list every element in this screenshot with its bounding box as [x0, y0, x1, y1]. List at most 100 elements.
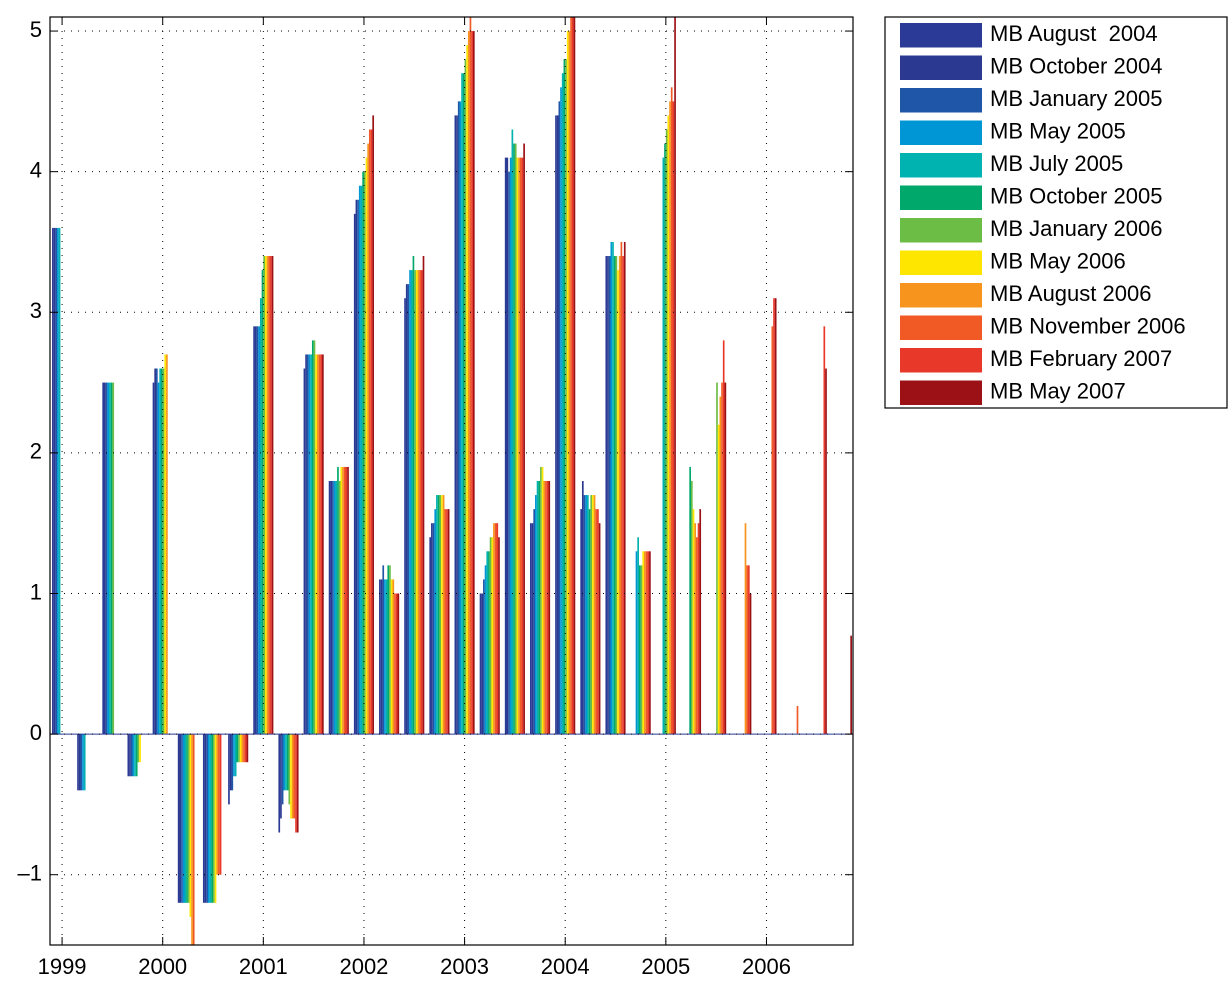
- legend-label: MB October 2004: [990, 54, 1162, 79]
- bar: [774, 298, 777, 735]
- bar: [412, 256, 415, 735]
- bar: [595, 509, 598, 735]
- bar: [80, 734, 83, 791]
- bar: [259, 298, 262, 735]
- bar: [493, 523, 495, 735]
- bar: [389, 565, 391, 735]
- bar: [293, 734, 296, 819]
- bar: [209, 734, 212, 903]
- bar: [179, 734, 182, 903]
- bar: [330, 481, 333, 735]
- bar: [102, 382, 105, 735]
- bar: [316, 354, 319, 735]
- x-tick-label: 2005: [641, 954, 690, 979]
- bar: [489, 537, 492, 735]
- bar: [513, 143, 515, 735]
- bar: [236, 734, 239, 763]
- legend-label: MB January 2006: [990, 216, 1162, 241]
- bar: [219, 734, 222, 875]
- bar: [187, 734, 190, 903]
- bar: [57, 227, 59, 735]
- bar: [558, 101, 561, 735]
- bar: [53, 227, 56, 735]
- bar: [556, 115, 559, 735]
- bar: [159, 368, 162, 735]
- bar: [129, 734, 131, 777]
- bar: [322, 354, 324, 735]
- x-tick-label: 1999: [38, 954, 87, 979]
- bar: [622, 256, 624, 735]
- bar: [749, 593, 752, 735]
- bar: [571, 17, 574, 735]
- bar: [107, 382, 110, 735]
- bar: [506, 157, 509, 735]
- bar: [459, 101, 462, 735]
- bar: [516, 157, 519, 735]
- bar: [191, 734, 193, 945]
- bar: [254, 326, 257, 735]
- legend: MB August 2004 MB October 2004 MB January …: [884, 16, 1228, 409]
- legend-box: [884, 16, 1228, 409]
- bar: [415, 270, 418, 735]
- bar: [268, 256, 271, 735]
- y-tick-label: 5: [30, 17, 42, 42]
- bar: [409, 270, 411, 735]
- bar: [441, 495, 443, 735]
- legend-swatch: [900, 55, 982, 80]
- legend-swatch: [900, 380, 982, 405]
- bar: [417, 270, 420, 735]
- bar: [380, 579, 383, 735]
- bar: [135, 734, 138, 777]
- bar: [746, 565, 749, 735]
- bar: [773, 298, 775, 735]
- bar: [228, 734, 230, 805]
- bar: [716, 382, 718, 735]
- bar: [296, 734, 299, 833]
- bar: [367, 143, 369, 735]
- bar: [332, 481, 334, 735]
- bar: [573, 17, 576, 735]
- bar: [483, 579, 485, 735]
- bar: [342, 466, 344, 735]
- bar: [456, 115, 458, 735]
- bar: [519, 157, 522, 735]
- bar: [531, 523, 534, 735]
- bar: [581, 481, 584, 735]
- bar: [446, 509, 448, 735]
- bar: [481, 593, 484, 735]
- bar: [640, 565, 643, 735]
- x-tick-label: 2002: [339, 954, 388, 979]
- bar: [337, 466, 339, 735]
- bar: [432, 523, 435, 735]
- bar: [696, 537, 698, 735]
- bar: [429, 537, 432, 735]
- bar: [405, 284, 408, 735]
- bar: [387, 565, 390, 735]
- legend-swatch: [900, 348, 982, 373]
- bar: [353, 213, 356, 735]
- bar: [213, 734, 215, 903]
- bar: [181, 734, 183, 903]
- bar: [265, 256, 267, 735]
- bar: [514, 143, 517, 735]
- bar: [333, 481, 336, 735]
- bars: [50, 17, 853, 945]
- bar: [379, 579, 381, 735]
- bar: [246, 734, 249, 763]
- x-tick-label: 2006: [742, 954, 791, 979]
- bar: [796, 705, 799, 735]
- bar: [281, 734, 284, 805]
- y-tick-label: 2: [30, 439, 42, 464]
- bar: [674, 17, 676, 735]
- bar: [263, 256, 266, 735]
- bar: [214, 734, 217, 903]
- bar: [618, 256, 621, 735]
- bar: [340, 466, 343, 735]
- y-tick-label: –1: [18, 861, 42, 886]
- bar: [261, 270, 264, 735]
- bar: [546, 481, 549, 735]
- bar: [717, 424, 720, 735]
- bar: [83, 734, 86, 791]
- bar: [243, 734, 245, 763]
- bar: [182, 734, 185, 903]
